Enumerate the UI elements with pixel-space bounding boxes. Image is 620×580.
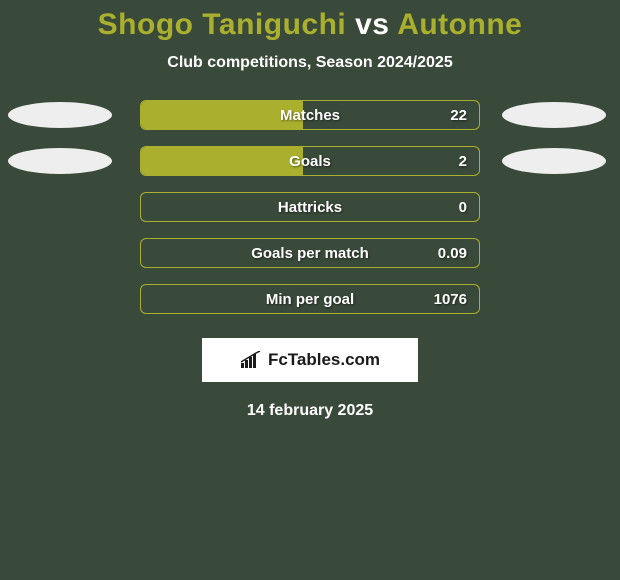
stat-row: Goals per match 0.09: [0, 238, 620, 268]
stat-row: Hattricks 0: [0, 192, 620, 222]
stat-row: Goals 2: [0, 146, 620, 176]
stat-label: Min per goal: [266, 291, 354, 308]
stat-bar: Min per goal 1076: [140, 284, 480, 314]
player1-name: Shogo Taniguchi: [98, 8, 347, 41]
vs-separator: vs: [346, 8, 397, 41]
bar-chart-icon: [240, 351, 262, 369]
stat-label: Goals: [289, 153, 331, 170]
stat-bar: Hattricks 0: [140, 192, 480, 222]
stat-label: Hattricks: [278, 199, 342, 216]
date-label: 14 february 2025: [247, 402, 373, 420]
brand-text: FcTables.com: [268, 350, 380, 370]
stat-value: 22: [450, 107, 467, 124]
stat-rows: Matches 22 Goals 2 Hattricks 0 Goals per match…: [0, 100, 620, 314]
comparison-card: Shogo Taniguchi vs Autonne Club competit…: [0, 0, 620, 580]
player2-marker: [502, 102, 606, 128]
stat-row: Min per goal 1076: [0, 284, 620, 314]
stat-bar: Goals per match 0.09: [140, 238, 480, 268]
stat-bar-fill: [141, 101, 303, 129]
subtitle: Club competitions, Season 2024/2025: [167, 54, 452, 72]
stat-bar-fill: [141, 147, 303, 175]
stat-label: Goals per match: [251, 245, 369, 262]
stat-row: Matches 22: [0, 100, 620, 130]
stat-bar: Matches 22: [140, 100, 480, 130]
stat-value: 0: [459, 199, 467, 216]
stat-label: Matches: [280, 107, 340, 124]
brand-badge[interactable]: FcTables.com: [202, 338, 418, 382]
page-title: Shogo Taniguchi vs Autonne: [98, 8, 523, 42]
stat-value: 0.09: [438, 245, 467, 262]
player1-marker: [8, 102, 112, 128]
stat-value: 1076: [434, 291, 467, 308]
player2-name: Autonne: [397, 8, 522, 41]
player1-marker: [8, 148, 112, 174]
player2-marker: [502, 148, 606, 174]
stat-bar: Goals 2: [140, 146, 480, 176]
stat-value: 2: [459, 153, 467, 170]
